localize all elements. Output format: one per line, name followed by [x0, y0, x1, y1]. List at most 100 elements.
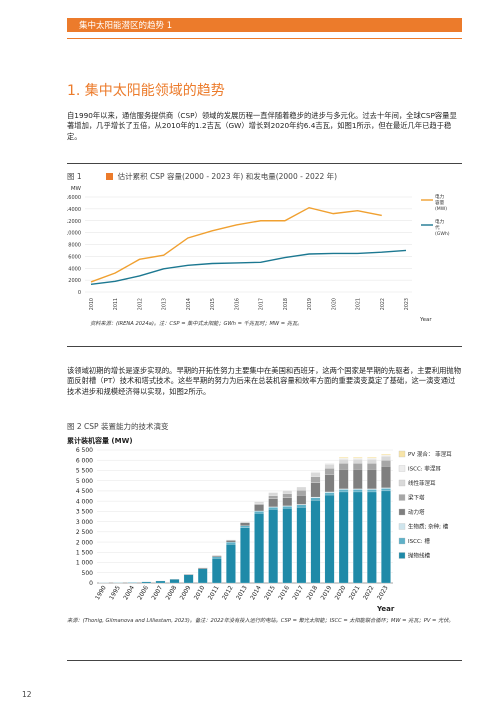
bar-segment: [226, 540, 236, 543]
x-tick-label: 2013: [235, 584, 249, 601]
x-tick-label: 2012: [221, 584, 235, 601]
x-axis-title: Year: [419, 317, 432, 323]
bar-segment: [254, 503, 264, 505]
bar-segment: [367, 463, 377, 470]
bar-segment: [310, 472, 321, 477]
bar-segment: [183, 574, 194, 584]
bar-segment: [141, 581, 152, 584]
bar-segment: [282, 490, 293, 494]
bar-segment: [324, 463, 335, 465]
bar-segment: [282, 493, 293, 498]
y-tick-label: 14000: [67, 207, 81, 213]
bar-segment: [338, 463, 349, 470]
y-tick-label: 8000: [68, 243, 81, 249]
header-bar: 集中太阳能潜区的趋势 1: [67, 18, 462, 32]
bar-segment: [254, 504, 264, 512]
bar-segment: [324, 494, 335, 584]
bar-segment: [296, 504, 307, 508]
figure1-label: 图 1: [67, 172, 82, 181]
bar-segment: [310, 471, 321, 473]
bar-segment: [381, 460, 391, 467]
legend-label: ISCC: 槽: [408, 537, 430, 545]
figure1-bottom-rule: [67, 346, 462, 347]
bar-segment: [324, 464, 335, 469]
bar-segment: [226, 539, 236, 541]
x-tick-label: 2019: [320, 584, 334, 601]
x-tick-label: 2022: [380, 298, 386, 310]
bar-segment: [268, 492, 278, 496]
bar-segment: [381, 466, 391, 488]
header-title: 集中太阳能潜区的趋势 1: [79, 21, 173, 31]
y-tick-label: 10000: [67, 231, 81, 237]
bar-segment: [353, 469, 363, 489]
legend-swatch: [398, 465, 406, 472]
bar-segment: [169, 579, 180, 584]
bar-segment: [254, 501, 264, 504]
bar-segment: [338, 489, 349, 493]
bar-segment: [240, 521, 250, 523]
bar-segment: [338, 459, 349, 464]
bar-segment: [338, 457, 349, 459]
legend-swatch: [398, 508, 406, 516]
legend-label: PV 混合： 菲涅耳: [408, 450, 452, 458]
legend-label: 抛物线槽: [408, 552, 431, 560]
bar-segment: [254, 511, 264, 514]
x-tick-label: 2023: [376, 584, 390, 601]
bar-segment: [367, 457, 377, 459]
figure1-line-chart: MW 0 2000 4000 6000 8000 10000 12000 14000 16000 2…: [67, 186, 450, 323]
figure2-caption: 图 2 CSP 装置能力的技术演变: [67, 422, 169, 431]
bar-segment: [212, 556, 222, 559]
bar-segment: [226, 541, 236, 545]
y-tick-label: 4 000: [76, 498, 93, 505]
legend-swatch: [398, 523, 406, 530]
header-rule: [67, 38, 462, 39]
bar-segment: [353, 459, 363, 464]
bar-segment: [353, 458, 363, 460]
legend-label: 电力容量(MW): [435, 193, 447, 212]
bar-segment: [282, 497, 293, 506]
bar-segment: [226, 544, 236, 584]
x-tick-label: 2014: [186, 298, 192, 310]
x-tick-label: 2011: [207, 584, 221, 601]
bar-segment: [240, 525, 250, 528]
figure2-stacked-bar-chart: 累计装机容量 (MW) 0 500 1 000 1 500 2 000 2 500 3 000…: [67, 436, 452, 613]
orange-square-icon: [105, 173, 113, 180]
legend-swatch: [398, 552, 406, 559]
bar-segment: [381, 490, 391, 584]
y-tick-label: 4 500: [76, 488, 93, 495]
y-tick-label: 0: [89, 580, 93, 587]
bar-segment: [254, 513, 264, 584]
bar-segment: [212, 555, 222, 557]
bar-segment: [338, 458, 349, 460]
bar-segment: [381, 455, 391, 457]
y-tick-label: 5 500: [76, 468, 93, 475]
x-tick-label: 2017: [291, 584, 305, 601]
x-tick-label: 2021: [348, 584, 362, 601]
bar-segment: [183, 574, 194, 575]
bar-segment: [127, 582, 137, 584]
bar-segment: [324, 492, 335, 496]
bar-segment: [338, 469, 349, 489]
bar-segment: [367, 459, 377, 464]
series-line: [90, 249, 407, 285]
x-tick-label: 2018: [306, 584, 320, 601]
page-number: 12: [22, 690, 32, 699]
x-tick-label: 2016: [234, 298, 240, 310]
bar-segment: [367, 491, 377, 584]
section-title: 1. 集中太阳能领域的趋势: [67, 83, 225, 99]
y-tick-label: 6 500: [76, 447, 93, 454]
y-tick-label: 16000: [67, 195, 81, 201]
x-tick-label: 2020: [331, 298, 337, 310]
bar-segment: [353, 491, 363, 584]
series-line: [90, 206, 382, 283]
x-tick-label: 2015: [210, 298, 216, 310]
bar-segment: [353, 463, 363, 470]
x-tick-label: 2011: [113, 298, 119, 310]
x-tick-label: 2023: [404, 298, 410, 310]
legend-swatch: [398, 450, 406, 458]
bar-segment: [381, 488, 391, 492]
figure1-caption-line: 图 1 估计累积 CSP 容量(2000 - 2023 年) 和发电量(2000 …: [67, 171, 337, 182]
bar-segment: [296, 495, 307, 505]
bar-segment: [367, 489, 377, 493]
bar-segment: [197, 568, 208, 584]
